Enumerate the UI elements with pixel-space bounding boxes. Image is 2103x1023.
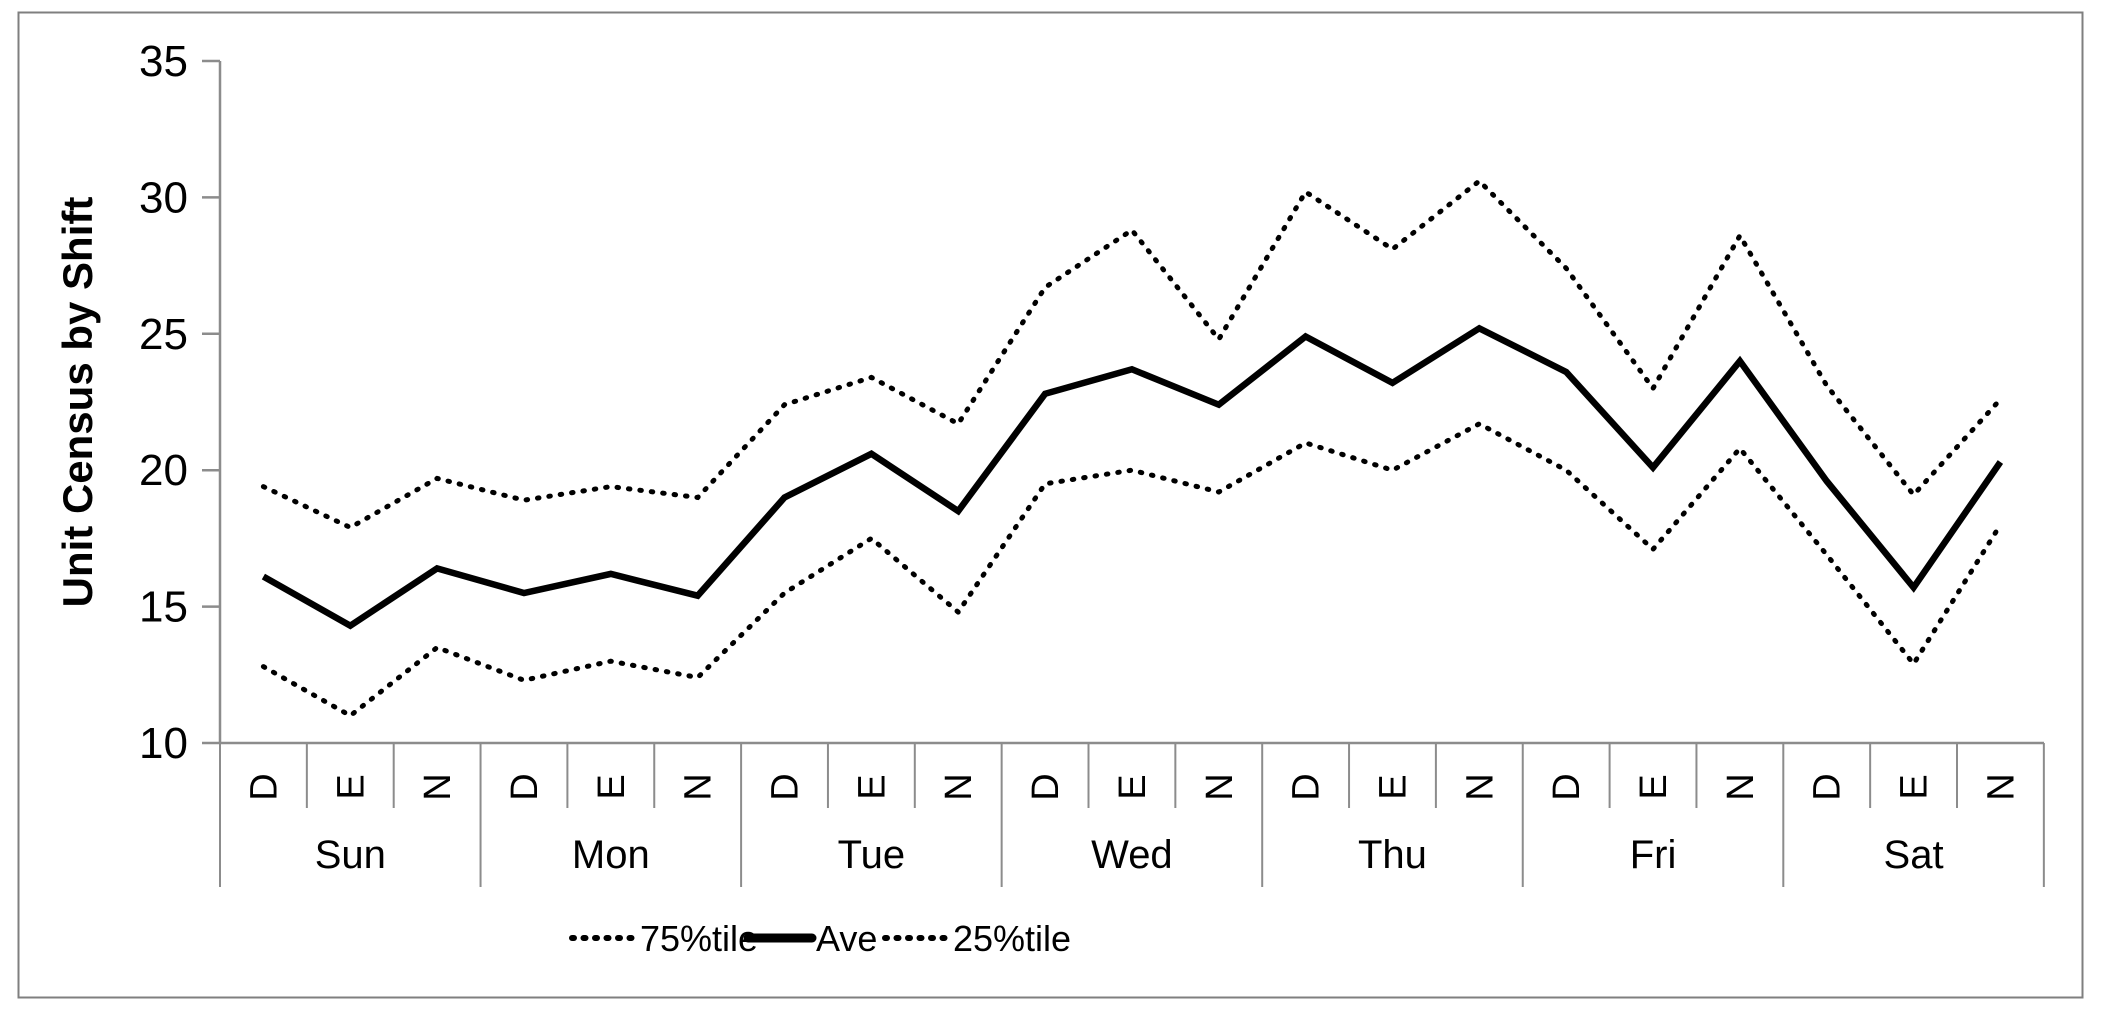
series-line-ave [261,324,2004,630]
shift-label: E [330,774,372,799]
shift-label: E [1372,774,1414,799]
day-label: Fri [1630,833,1677,877]
day-label: Sun [315,833,386,877]
shift-label: D [243,773,285,800]
shift-label: N [1720,773,1762,800]
series-line-75-tile [260,177,2003,531]
shift-label: D [1807,773,1849,800]
shift-label: E [1112,774,1154,799]
y-axis-title: Unit Census by Shift [54,197,101,608]
shift-label: N [938,773,980,800]
shift-label: D [765,773,807,800]
day-label: Mon [572,833,650,877]
axes [218,61,2044,745]
y-axis-ticks: 10 15 20 25 30 35 [139,37,220,768]
shift-label: N [417,773,459,800]
legend-label-75tile: 75%tile [640,918,758,959]
y-tick-label: 30 [139,173,188,222]
day-label: Sat [1884,833,1944,877]
legend-item-75tile: 75%tile [569,918,758,959]
day-label: Thu [1358,833,1427,877]
shift-label: D [1025,773,1067,800]
day-label: Wed [1091,833,1173,877]
series-line-25-tile [260,420,2003,719]
shift-label: E [851,774,893,799]
y-tick-label: 25 [139,310,188,359]
shift-label: E [1894,774,1936,799]
y-tick-label: 10 [139,719,188,768]
y-tick-label: 20 [139,446,188,495]
legend-item-25tile: 25%tile [882,918,1071,959]
shift-label: N [1199,773,1241,800]
data-series-lines [260,177,2004,719]
shift-label: D [504,773,546,800]
shift-label: N [1459,773,1501,800]
shift-label: E [591,774,633,799]
shift-label: N [1980,773,2022,800]
shift-label: D [1546,773,1588,800]
legend: 75%tile Ave 25%tile [569,918,1071,959]
y-tick-label: 15 [139,583,188,632]
shift-label: N [678,773,720,800]
x-axis-day-labels: Sun Mon Tue Wed Thu Fri Sat [315,833,1944,877]
legend-label-25tile: 25%tile [953,918,1071,959]
shift-label: D [1286,773,1328,800]
x-axis-separators [219,743,2045,887]
legend-item-ave: Ave [743,918,877,959]
chart-frame [17,11,2084,999]
day-label: Tue [838,833,905,877]
y-tick-label: 35 [139,37,188,86]
legend-label-ave: Ave [816,918,877,959]
shift-label: E [1633,774,1675,799]
